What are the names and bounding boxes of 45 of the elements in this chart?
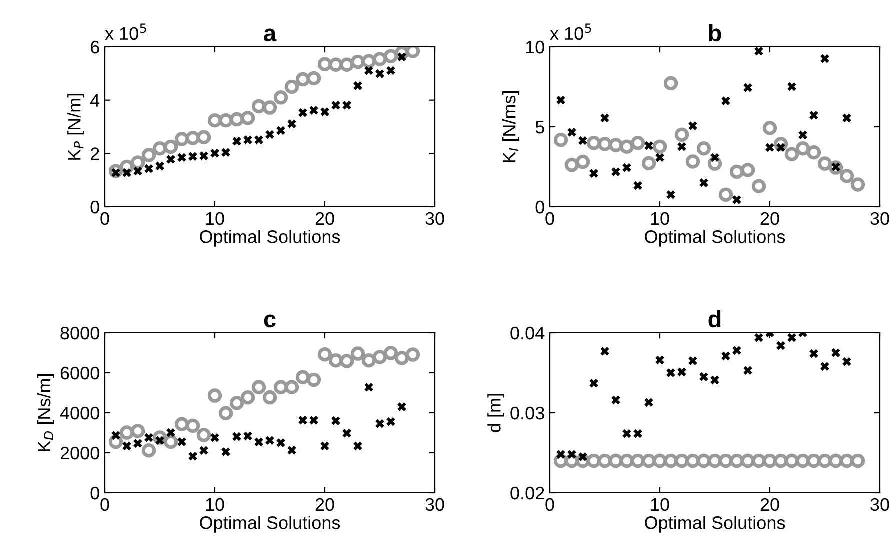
y-axis-title: K$_{I}$ [N/ms] — [502, 92, 520, 162]
x-tick-label: 20 — [316, 212, 334, 226]
y-tick-label: 8000 — [60, 326, 100, 340]
y-axis-title: d [m] — [488, 394, 504, 432]
y-tick-label: 4 — [90, 94, 100, 107]
y-tick-label: 2000 — [60, 446, 100, 460]
chart-title: a — [264, 28, 277, 42]
x-tick-label: 10 — [651, 212, 670, 226]
y-tick-label: 4000 — [60, 406, 100, 420]
y-tick-label: 0 — [536, 200, 544, 214]
y-axis-title: K$_{D}$ [Ns/m] — [37, 374, 54, 452]
x-axis-title: Optimal Solutions — [645, 516, 786, 533]
x-tick-label: 0 — [100, 212, 110, 226]
text: x 10$^{5}$ — [105, 24, 146, 40]
y-tick-label: 10 — [526, 40, 544, 54]
x-tick-label: 20 — [760, 498, 780, 512]
chart-title: b — [709, 24, 722, 42]
x-tick-label: 0 — [100, 498, 110, 512]
y-tick-label: 2 — [91, 148, 100, 160]
x-tick-label: 10 — [206, 498, 224, 512]
y-tick-label: 0 — [90, 486, 100, 500]
x-tick-label: 10 — [206, 212, 224, 226]
y-tick-label: 0.03 — [510, 406, 544, 420]
x-axis-title: Optimal Solutions — [200, 230, 340, 247]
x-tick-label: 30 — [870, 498, 890, 512]
x-axis-title: Optimal Solutions — [645, 230, 786, 247]
x-tick-label: 20 — [760, 212, 780, 226]
y-tick-label: 6000 — [60, 366, 100, 380]
y-tick-label: 6 — [91, 40, 100, 54]
x-tick-label: 30 — [426, 498, 444, 512]
y-tick-label: 5 — [536, 121, 544, 134]
y-tick-label: 0.04 — [510, 326, 545, 340]
x-tick-label: 10 — [651, 498, 670, 512]
y-tick-label: 0.02 — [510, 486, 544, 500]
chart-title: c — [264, 314, 276, 328]
x-tick-label: 0 — [546, 212, 554, 226]
chart-title: d — [708, 310, 721, 328]
x-tick-label: 30 — [870, 212, 890, 226]
y-tick-label: 0 — [90, 200, 100, 214]
y-axis-title: K$_{P}$ [N/m] — [68, 94, 84, 160]
text: x 10$^{5}$ — [550, 24, 592, 40]
x-tick-label: 0 — [546, 498, 554, 512]
x-tick-label: 20 — [316, 498, 334, 512]
x-tick-label: 30 — [426, 212, 444, 226]
x-axis-title: Optimal Solutions — [200, 516, 340, 533]
